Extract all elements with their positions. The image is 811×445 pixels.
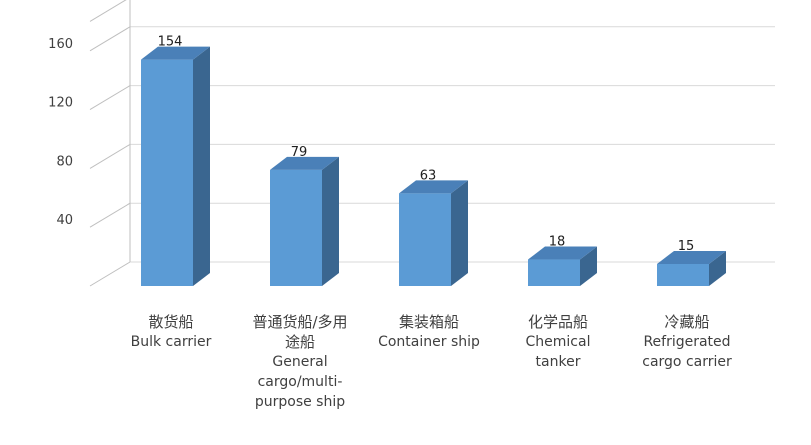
bar bbox=[270, 156, 339, 286]
grid-diagonal bbox=[89, 85, 131, 111]
category-label-zh: 化学品船 bbox=[527, 313, 588, 331]
x-category-label: 冷藏船 Refrigerated cargo carrier bbox=[612, 312, 762, 372]
category-label-en: Container ship bbox=[378, 334, 480, 350]
bar-side bbox=[193, 46, 210, 287]
bar bbox=[141, 46, 210, 287]
x-category-label: 散货船 Bulk carrier bbox=[96, 312, 246, 352]
y-tick-label: 80 bbox=[56, 154, 73, 169]
bar-top bbox=[141, 46, 210, 60]
category-label-zh: 集装箱船 bbox=[398, 313, 459, 331]
data-label: 63 bbox=[420, 168, 437, 183]
y-tick-label: 120 bbox=[48, 96, 73, 111]
bar-front bbox=[141, 59, 193, 287]
data-label: 79 bbox=[291, 145, 308, 160]
category-label-en: Refrigerated bbox=[643, 334, 731, 350]
category-label-zh: 冷藏船 bbox=[664, 313, 710, 331]
data-labels: 154 79 63 18 15 bbox=[158, 35, 695, 254]
category-label-en: cargo carrier bbox=[642, 354, 732, 370]
x-category-label: 集装箱船 Container ship bbox=[354, 312, 504, 352]
category-label-en: tanker bbox=[535, 354, 581, 370]
bar-top bbox=[528, 246, 597, 260]
grid-diagonal bbox=[89, 261, 131, 287]
category-label-zh: 途船 bbox=[284, 333, 315, 351]
grid-diagonal bbox=[89, 202, 131, 228]
grid-diagonal bbox=[89, 0, 127, 22]
grid-diagonal bbox=[89, 26, 131, 52]
data-label: 15 bbox=[678, 239, 695, 254]
data-label: 18 bbox=[549, 235, 566, 250]
chart-bars bbox=[141, 46, 726, 287]
bar-front bbox=[270, 169, 322, 286]
bar-front bbox=[399, 193, 451, 286]
bar-top bbox=[657, 250, 726, 264]
chart-grid bbox=[89, 0, 775, 287]
bar-front bbox=[657, 263, 709, 286]
category-label-en: Bulk carrier bbox=[130, 334, 212, 350]
y-tick-label: 160 bbox=[48, 37, 73, 52]
bar bbox=[657, 250, 726, 286]
bar bbox=[528, 246, 597, 286]
bar-side bbox=[580, 246, 597, 286]
grid-diagonal bbox=[89, 143, 131, 169]
bar-side bbox=[451, 180, 468, 286]
category-label-en: Chemical bbox=[525, 334, 591, 350]
bar-top bbox=[399, 180, 468, 194]
category-label-en: General bbox=[272, 354, 328, 370]
x-category-label: 化学品船 Chemical tanker bbox=[483, 312, 633, 372]
y-tick-label: 40 bbox=[56, 213, 73, 228]
bar-side bbox=[709, 250, 726, 286]
bar-side bbox=[322, 156, 339, 286]
category-label-en: cargo/multi- bbox=[257, 374, 343, 390]
category-label-en: purpose ship bbox=[254, 394, 346, 410]
data-label: 154 bbox=[158, 35, 183, 50]
bar-top bbox=[270, 156, 339, 170]
bar-front bbox=[528, 259, 580, 286]
y-axis: 40 80 120 160 bbox=[48, 37, 73, 228]
x-category-label: 普通货船/多用 途船 General cargo/multi-purpose ship bbox=[225, 312, 375, 412]
bar bbox=[399, 180, 468, 286]
category-label-zh: 散货船 bbox=[148, 313, 194, 331]
category-label-zh: 普通货船/多用 bbox=[252, 313, 348, 331]
